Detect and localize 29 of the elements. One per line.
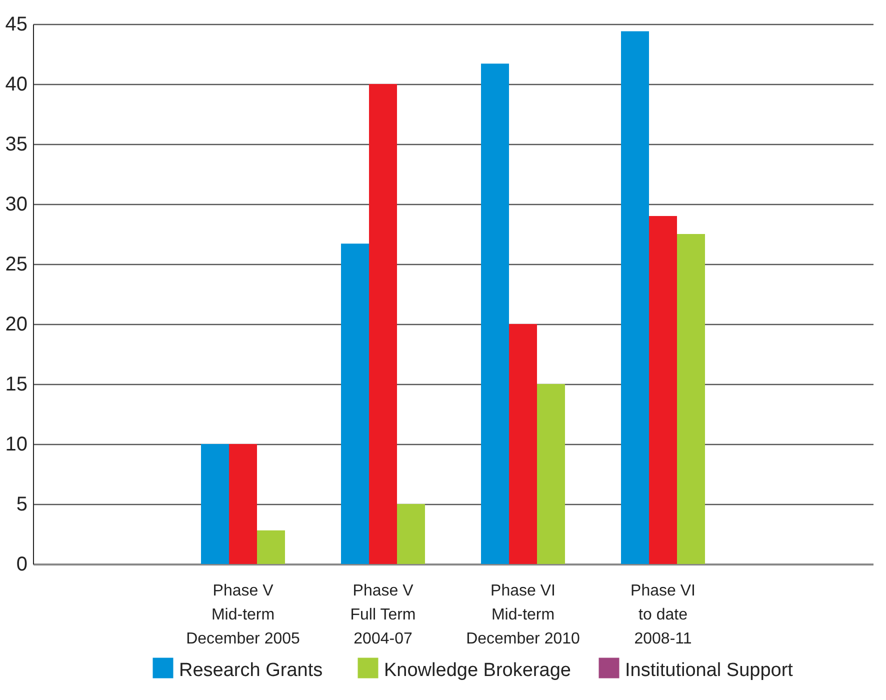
y-tick-label: 15: [5, 374, 28, 396]
bar: [341, 244, 369, 564]
legend-label: Research Grants: [179, 660, 323, 681]
bar: [649, 216, 677, 564]
y-tick-label: 20: [5, 314, 28, 336]
legend-label: Knowledge Brokerage: [384, 660, 571, 681]
y-tick-label: 35: [5, 134, 28, 156]
y-tick-label: 45: [5, 14, 28, 36]
x-tick-label: Phase V Full Term 2004-07: [350, 582, 416, 648]
bar: [537, 384, 565, 564]
bar: [229, 444, 257, 564]
bar: [397, 504, 425, 564]
bar: [481, 64, 509, 564]
x-tick-label: Phase VI Mid-term December 2010: [466, 582, 580, 648]
legend-label: Institutional Support: [625, 660, 794, 681]
y-tick-label: 5: [16, 494, 28, 516]
x-tick-label: Phase V Mid-term December 2005: [186, 582, 300, 648]
y-tick-label: 10: [5, 434, 28, 456]
bar: [677, 234, 705, 564]
bar: [257, 530, 285, 564]
y-tick-label: 0: [16, 554, 28, 576]
bar: [201, 444, 229, 564]
bar: [621, 31, 649, 564]
bar: [509, 324, 537, 564]
y-tick-label: 30: [5, 194, 28, 216]
y-tick-label: 40: [5, 74, 28, 96]
bar: [369, 84, 397, 564]
y-tick-label: 25: [5, 254, 28, 276]
x-tick-label: Phase VI to date 2008-11: [630, 582, 696, 648]
